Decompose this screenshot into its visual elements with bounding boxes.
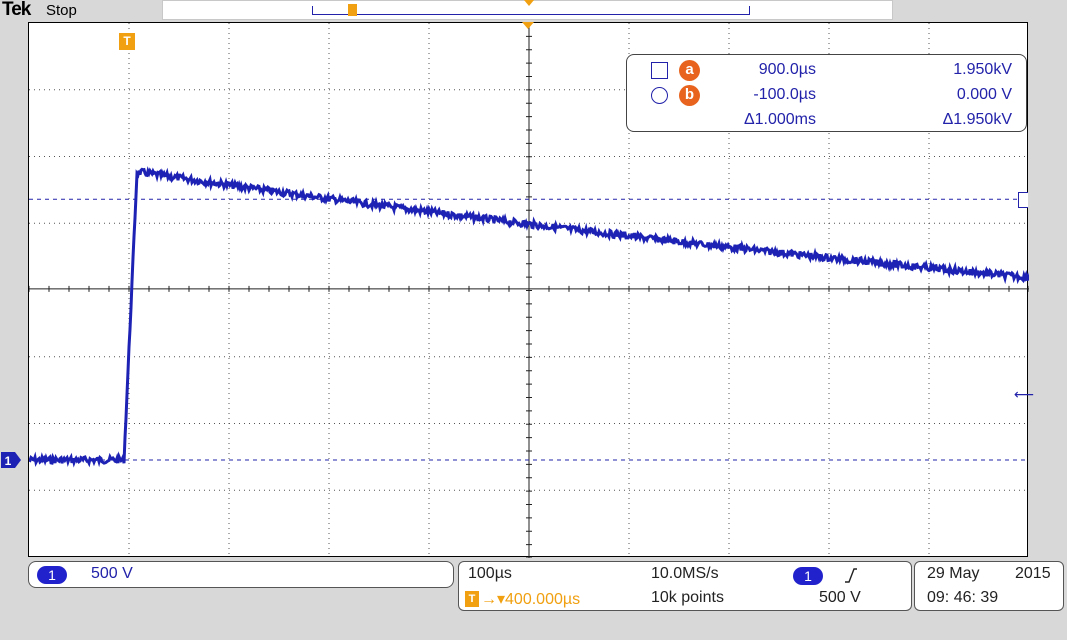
trigger-delay: →▾400.000µs bbox=[481, 591, 581, 608]
cursor-a-badge: a bbox=[679, 60, 700, 81]
record-length: 10k points bbox=[651, 589, 724, 606]
cursor-a-row: a 900.0µs 1.950kV bbox=[627, 58, 1026, 82]
cursor-readout[interactable]: a 900.0µs 1.950kV b -100.0µs 0.000 V Δ1.… bbox=[626, 54, 1027, 132]
ch1-badge: 1 bbox=[37, 566, 67, 584]
acquisition-state[interactable]: Stop bbox=[46, 2, 77, 19]
cursor-b-row: b -100.0µs 0.000 V bbox=[627, 83, 1026, 107]
square-icon bbox=[651, 62, 668, 79]
date-day: 29 May bbox=[927, 565, 980, 582]
clock-time: 09: 46: 39 bbox=[927, 589, 999, 606]
horizontal-trigger-panel[interactable]: 100µs 10.0MS/s T →▾400.000µs 10k points … bbox=[458, 561, 912, 611]
record-view[interactable] bbox=[162, 0, 893, 20]
ch1-scale-panel[interactable]: 1 500 V bbox=[28, 561, 454, 588]
cursor-b-volt: 0.000 V bbox=[956, 86, 1012, 103]
cursor-b-badge: b bbox=[679, 85, 700, 106]
graticule bbox=[29, 23, 1029, 558]
trigger-source-badge: 1 bbox=[793, 567, 823, 585]
expansion-point-icon bbox=[522, 22, 534, 29]
brand-logo: Tek bbox=[2, 0, 31, 20]
sample-rate: 10.0MS/s bbox=[651, 565, 719, 582]
record-window-bracket bbox=[312, 6, 750, 15]
ch1-scale-value: 500 V bbox=[91, 565, 133, 582]
cursor-a-level-marker-icon bbox=[1018, 192, 1028, 208]
cursor-a-time: 900.0µs bbox=[758, 61, 816, 78]
trigger-level: 500 V bbox=[819, 589, 861, 606]
record-trigger-icon bbox=[348, 4, 357, 16]
top-bar: Tek Stop bbox=[0, 0, 1067, 22]
cursor-b-time: -100.0µs bbox=[753, 86, 816, 103]
time-per-div: 100µs bbox=[468, 565, 512, 582]
date-year: 2015 bbox=[1015, 565, 1051, 582]
date-time-panel: 29 May 2015 09: 46: 39 bbox=[914, 561, 1064, 611]
record-center-icon bbox=[524, 0, 534, 6]
cursor-delta-row: Δ1.000ms Δ1.950kV bbox=[627, 108, 1026, 132]
cursor-delta-time: Δ1.000ms bbox=[743, 111, 816, 128]
trigger-position-icon[interactable]: T bbox=[119, 33, 135, 50]
circle-icon bbox=[651, 87, 668, 104]
ch1-ground-label: 1 bbox=[5, 454, 12, 468]
rising-edge-icon bbox=[845, 568, 857, 583]
trigger-level-arrow-icon[interactable]: ⟵ bbox=[1014, 387, 1035, 403]
ch1-waveform bbox=[29, 166, 1029, 468]
cursor-delta-volt: Δ1.950kV bbox=[942, 111, 1012, 128]
trigger-delay-icon: T bbox=[465, 591, 479, 607]
cursor-a-volt: 1.950kV bbox=[953, 61, 1012, 78]
ch1-ground-marker-icon[interactable]: 1 bbox=[0, 451, 22, 469]
